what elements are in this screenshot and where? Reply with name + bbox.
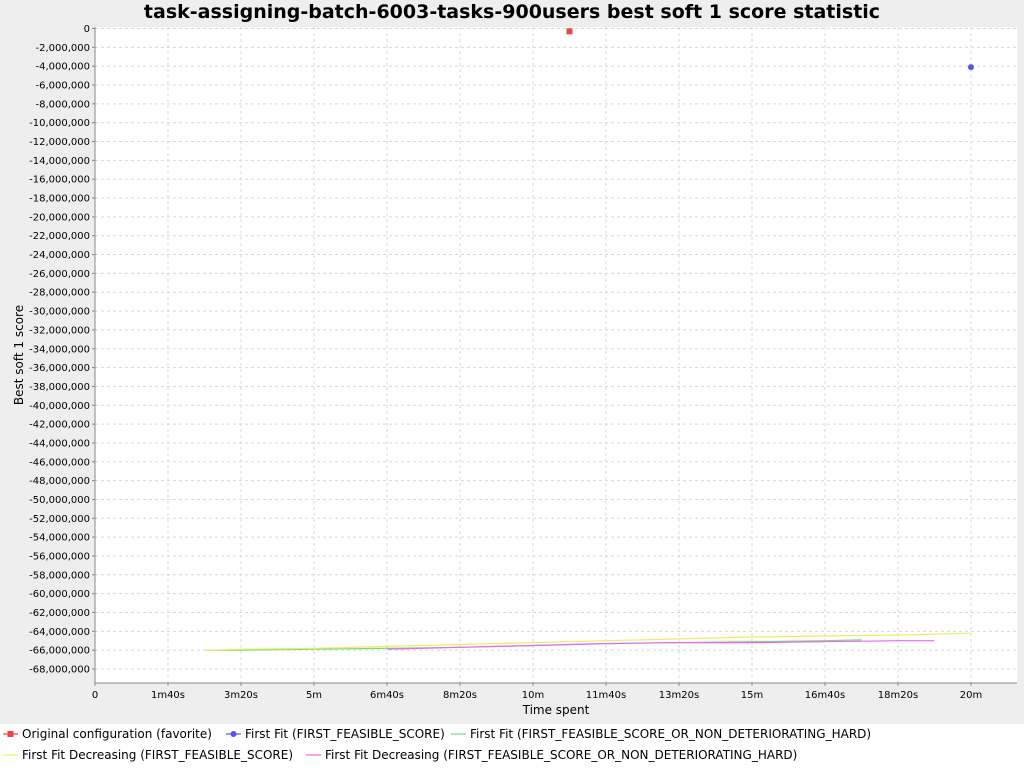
series-line: [386, 640, 935, 650]
legend-marker: [230, 731, 237, 737]
legend-item-2: First Fit (FIRST_FEASIBLE_SCORE): [226, 727, 445, 741]
legend-marker: [7, 731, 14, 737]
legend-item-5: First Fit Decreasing (FIRST_FEASIBLE_SCO…: [306, 748, 797, 762]
x-axis-label: Time spent: [522, 703, 590, 717]
y-tick-label: -38,000,000: [29, 382, 90, 393]
y-tick-label: -48,000,000: [29, 476, 90, 487]
data-point: [968, 64, 974, 71]
y-tick-label: -64,000,000: [29, 627, 90, 638]
legend-label: First Fit (FIRST_FEASIBLE_SCORE_OR_NON_D…: [470, 727, 871, 741]
y-tick-label: -60,000,000: [29, 589, 90, 600]
legend-label: First Fit Decreasing (FIRST_FEASIBLE_SCO…: [22, 748, 293, 762]
legend-item-1: Original configuration (favorite): [3, 727, 212, 741]
y-tick-label: -2,000,000: [35, 43, 90, 54]
y-tick-label: -12,000,000: [29, 137, 90, 148]
x-tick-label: 13m20s: [659, 690, 699, 701]
series-5: [386, 640, 935, 650]
x-tick-label: 3m20s: [224, 690, 258, 701]
plot-area: [95, 27, 1017, 683]
legend-item-3: First Fit (FIRST_FEASIBLE_SCORE_OR_NON_D…: [451, 727, 871, 741]
y-tick-label: -26,000,000: [29, 269, 90, 280]
y-tick-label: -46,000,000: [29, 457, 90, 468]
y-tick-label: -28,000,000: [29, 288, 90, 299]
legend-label: Original configuration (favorite): [22, 727, 212, 741]
series-layer: [204, 28, 974, 651]
chart-title: task-assigning-batch-6003-tasks-900users…: [144, 1, 880, 23]
legend: Original configuration (favorite) First F…: [0, 724, 1024, 768]
y-tick-label: 0: [84, 24, 90, 35]
legend-label: First Fit Decreasing (FIRST_FEASIBLE_SCO…: [325, 748, 797, 762]
axes-layer: 0 -2,000,000 -4,000,000 -6,000,000 -8,000,00…: [29, 24, 1017, 701]
y-tick-label: -6,000,000: [35, 81, 90, 92]
x-tick-label: 16m40s: [805, 690, 845, 701]
y-tick-label: -68,000,000: [29, 665, 90, 676]
y-tick-label: -52,000,000: [29, 514, 90, 525]
x-tick-label: 10m: [522, 690, 544, 701]
y-tick-label: -20,000,000: [29, 212, 90, 223]
x-tick-label: 20m: [960, 690, 982, 701]
y-tick-label: -54,000,000: [29, 533, 90, 544]
y-tick-label: -30,000,000: [29, 307, 90, 318]
x-tick-label: 11m40s: [586, 690, 626, 701]
y-tick-label: -16,000,000: [29, 175, 90, 186]
data-point: [566, 28, 573, 35]
x-tick-label: 15m: [741, 690, 763, 701]
y-tick-label: -44,000,000: [29, 438, 90, 449]
series-1: [566, 28, 573, 35]
series-2: [968, 64, 974, 71]
y-tick-label: -24,000,000: [29, 250, 90, 261]
y-tick-label: -22,000,000: [29, 231, 90, 242]
y-tick-label: -34,000,000: [29, 344, 90, 355]
y-tick-label: -56,000,000: [29, 551, 90, 562]
y-tick-label: -58,000,000: [29, 570, 90, 581]
y-tick-label: -4,000,000: [35, 62, 90, 73]
y-tick-label: -62,000,000: [29, 608, 90, 619]
legend-label: First Fit (FIRST_FEASIBLE_SCORE): [245, 727, 445, 741]
y-tick-label: -10,000,000: [29, 118, 90, 129]
y-tick-label: -18,000,000: [29, 194, 90, 205]
x-tick-label: 1m40s: [151, 690, 185, 701]
x-tick-label: 6m40s: [370, 690, 404, 701]
y-tick-label: -50,000,000: [29, 495, 90, 506]
series-4: [204, 632, 972, 651]
y-tick-label: -8,000,000: [35, 99, 90, 110]
y-tick-label: -40,000,000: [29, 401, 90, 412]
series-line: [204, 632, 972, 651]
y-tick-label: -42,000,000: [29, 420, 90, 431]
x-tick-label: 18m20s: [878, 690, 918, 701]
y-axis-label: Best soft 1 score: [12, 305, 26, 405]
y-tick-label: -66,000,000: [29, 646, 90, 657]
y-tick-label: -32,000,000: [29, 325, 90, 336]
y-tick-label: -14,000,000: [29, 156, 90, 167]
legend-item-4: First Fit Decreasing (FIRST_FEASIBLE_SCO…: [3, 748, 293, 762]
x-tick-label: 5m: [306, 690, 322, 701]
legend-box: [0, 724, 1024, 768]
x-tick-label: 0: [92, 690, 98, 701]
grid-layer: [94, 27, 1017, 683]
x-tick-label: 8m20s: [443, 690, 477, 701]
y-tick-label: -36,000,000: [29, 363, 90, 374]
